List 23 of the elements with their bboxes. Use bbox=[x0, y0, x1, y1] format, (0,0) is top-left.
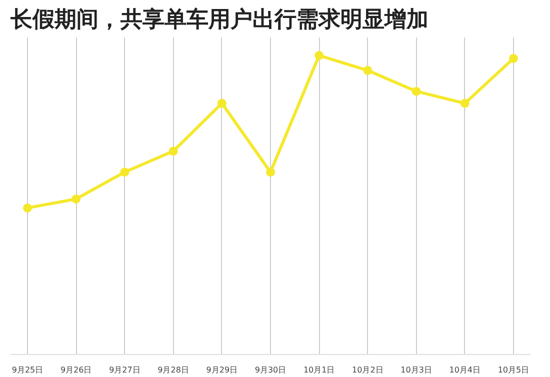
point bbox=[412, 86, 421, 96]
point bbox=[314, 50, 324, 60]
x-tick-label: 10月1日 bbox=[303, 366, 335, 374]
point bbox=[23, 203, 32, 212]
point bbox=[120, 168, 130, 177]
x-tick-label: 10月2日 bbox=[352, 366, 384, 374]
chart-title: 长假期间，共享单车用户出行需求明显增加 bbox=[10, 6, 428, 32]
point bbox=[508, 54, 518, 63]
point bbox=[72, 194, 81, 204]
x-tick-label: 9月30日 bbox=[254, 366, 286, 374]
x-tick-label: 10月5日 bbox=[498, 366, 530, 374]
x-tick-label: 9月25日 bbox=[12, 366, 44, 374]
x-tick-label: 10月4日 bbox=[449, 366, 481, 374]
x-tick-label: 9月29日 bbox=[206, 366, 238, 374]
point bbox=[266, 168, 275, 177]
x-tick-label: 9月27日 bbox=[109, 366, 140, 374]
x-tick-label: 10月3日 bbox=[400, 366, 432, 374]
point bbox=[217, 98, 226, 108]
point bbox=[168, 146, 178, 156]
x-tick-label: 9月26日 bbox=[60, 366, 92, 374]
point bbox=[460, 98, 470, 108]
x-tick-label: 9月28日 bbox=[158, 366, 189, 374]
point bbox=[363, 66, 372, 75]
